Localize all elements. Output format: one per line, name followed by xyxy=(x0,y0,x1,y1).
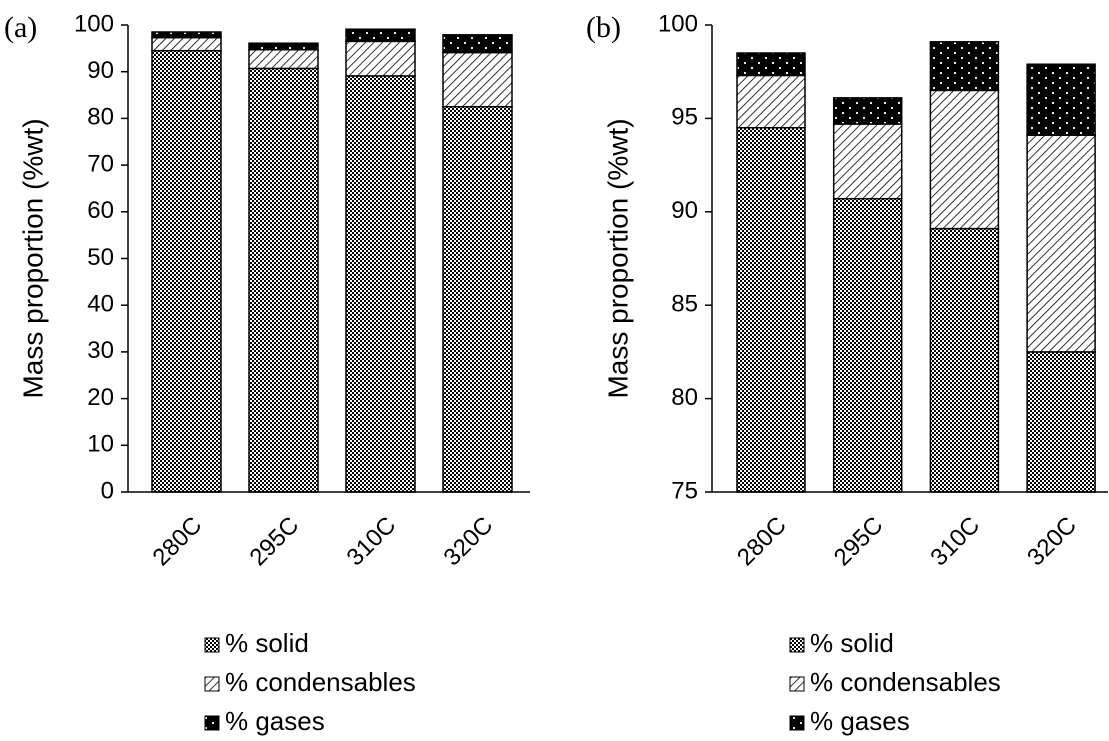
y-tick-label: 100 xyxy=(74,10,114,37)
legend-label: % condensables xyxy=(810,667,1001,697)
bar-segment xyxy=(1026,351,1096,493)
y-tick-label: 100 xyxy=(658,10,698,37)
y-tick-label: 0 xyxy=(101,477,114,504)
y-axis-label: Mass proportion (%wt) xyxy=(17,118,48,398)
x-tick-label: 295C xyxy=(829,512,889,572)
bar-segment xyxy=(151,31,222,39)
y-tick-label: 10 xyxy=(87,431,114,458)
x-tick-label: 310C xyxy=(925,512,985,572)
panel-label: (b) xyxy=(586,11,621,44)
bar-segment xyxy=(736,52,806,77)
legend-label: % gases xyxy=(225,706,325,736)
y-tick-label: 95 xyxy=(671,104,698,131)
y-tick-label: 90 xyxy=(87,57,114,84)
bar-segment xyxy=(151,49,222,493)
bar-segment xyxy=(929,41,1000,92)
x-tick-label: 280C xyxy=(732,512,792,572)
y-tick-label: 80 xyxy=(87,104,114,131)
bar-segment xyxy=(345,75,416,493)
y-tick-label: 50 xyxy=(87,244,114,271)
legend-label: % solid xyxy=(225,628,309,658)
legend-swatch xyxy=(204,676,220,692)
bar-segment xyxy=(929,89,1000,230)
y-axis-label: Mass proportion (%wt) xyxy=(602,118,633,398)
bar-segment xyxy=(248,42,319,51)
y-tick-label: 80 xyxy=(671,384,698,411)
bar-segment xyxy=(248,67,319,493)
legend-swatch xyxy=(789,637,805,653)
legend-swatch xyxy=(204,637,220,653)
y-tick-label: 70 xyxy=(87,150,114,177)
bar-segment xyxy=(442,51,513,108)
legend-swatch xyxy=(204,715,220,731)
x-tick-label: 320C xyxy=(1022,512,1082,572)
legend-swatch xyxy=(789,676,805,692)
bar-segment xyxy=(832,123,903,200)
y-tick-label: 30 xyxy=(87,337,114,364)
y-tick-label: 90 xyxy=(671,197,698,224)
bar-segment xyxy=(442,105,513,493)
y-tick-label: 75 xyxy=(671,477,698,504)
bar-segment xyxy=(1026,134,1096,353)
legend-label: % gases xyxy=(810,706,910,736)
bar-segment xyxy=(832,97,903,125)
y-tick-label: 20 xyxy=(87,384,114,411)
bar-segment xyxy=(736,74,806,129)
bar-segment xyxy=(1026,63,1096,136)
bar-segment xyxy=(345,28,416,43)
x-tick-label: 310C xyxy=(342,512,402,572)
bar-segment xyxy=(151,36,222,52)
legend-label: % solid xyxy=(810,628,894,658)
x-tick-label: 320C xyxy=(439,512,499,572)
y-tick-label: 85 xyxy=(671,291,698,318)
x-tick-label: 280C xyxy=(148,512,208,572)
y-tick-label: 40 xyxy=(87,291,114,318)
bar-segment xyxy=(442,34,513,54)
bar-segment xyxy=(832,197,903,493)
legend-label: % condensables xyxy=(225,667,416,697)
legend-swatch xyxy=(789,715,805,731)
bar-segment xyxy=(248,49,319,70)
panel-label: (a) xyxy=(4,11,37,44)
bar-segment xyxy=(929,227,1000,493)
bar-segment xyxy=(736,126,806,493)
x-tick-label: 295C xyxy=(245,512,305,572)
y-tick-label: 60 xyxy=(87,197,114,224)
bar-segment xyxy=(345,40,416,77)
